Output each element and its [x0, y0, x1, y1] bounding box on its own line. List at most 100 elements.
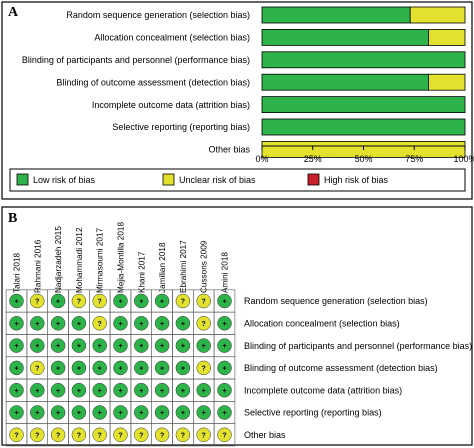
risk-symbol: +	[35, 388, 39, 395]
risk-symbol: +	[118, 388, 122, 395]
risk-symbol: ?	[181, 432, 185, 439]
low-risk-dot	[134, 338, 149, 353]
risk-symbol: +	[56, 388, 60, 395]
panel-a-frame	[1, 1, 473, 200]
study-label: Rahmani 2016	[33, 239, 42, 293]
risk-symbol: ?	[202, 432, 206, 439]
risk-symbol: +	[14, 410, 18, 417]
low-risk-dot	[9, 382, 24, 398]
low-risk-dot	[30, 405, 45, 420]
risk-symbol: +	[35, 321, 39, 328]
study-label: Mejia-Montilla 2018	[117, 222, 126, 293]
risk-symbol: +	[56, 410, 60, 417]
unclear-risk-dot	[196, 293, 211, 309]
unclear-risk-dot	[175, 293, 191, 309]
low-risk-dot	[217, 316, 232, 331]
risk-symbol: ?	[35, 299, 39, 306]
risk-symbol: +	[181, 410, 185, 417]
unclear-risk-dot	[217, 427, 232, 443]
risk-symbol: ?	[118, 432, 122, 439]
risk-symbol: +	[139, 343, 143, 350]
low-risk-dot	[30, 316, 45, 331]
panel-b-letter: B	[8, 211, 17, 226]
domain-label: Selective reporting (reporting bias)	[244, 408, 382, 418]
low-risk-dot	[217, 405, 232, 420]
grid-cell	[213, 423, 236, 447]
low-risk-dot	[217, 338, 232, 353]
low-risk-dot	[154, 360, 170, 376]
low-risk-dot	[113, 382, 128, 398]
risk-symbol: +	[118, 343, 122, 350]
legend-box	[9, 168, 466, 192]
low-risk-dot	[50, 360, 66, 376]
risk-symbol: +	[181, 388, 185, 395]
low-risk-dot	[30, 382, 45, 398]
risk-symbol: ?	[139, 432, 143, 439]
legend-swatch	[162, 173, 175, 186]
bar-segment	[261, 118, 466, 136]
risk-symbol: +	[77, 388, 81, 395]
category-label: Other bias	[208, 145, 250, 155]
risk-symbol: ?	[77, 299, 81, 306]
risk-symbol: +	[202, 388, 206, 395]
x-tick-label: 75%	[405, 154, 423, 164]
unclear-risk-dot	[134, 427, 149, 443]
low-risk-dot	[154, 405, 170, 420]
domain-label: Allocation concealment (selection bias)	[244, 319, 400, 329]
study-label: Cussons 2009	[200, 240, 209, 293]
unclear-risk-dot	[30, 427, 45, 443]
low-risk-dot	[71, 338, 87, 353]
low-risk-dot	[134, 382, 149, 398]
study-label: Khani 2017	[137, 251, 146, 293]
low-risk-dot	[71, 405, 87, 420]
risk-symbol: ?	[98, 299, 102, 306]
low-risk-dot	[134, 293, 149, 309]
low-risk-dot	[92, 405, 107, 420]
bar-segment	[428, 73, 466, 91]
category-label: Allocation concealment (selection bias)	[94, 33, 250, 43]
low-risk-dot	[217, 293, 232, 309]
risk-symbol: +	[181, 343, 185, 350]
legend-label: High risk of bias	[324, 175, 389, 185]
risk-symbol: ?	[202, 321, 206, 328]
risk-symbol: +	[160, 343, 164, 350]
unclear-risk-dot	[196, 316, 211, 331]
risk-symbol: +	[77, 410, 81, 417]
low-risk-dot	[196, 338, 211, 353]
risk-symbol: +	[160, 388, 164, 395]
low-risk-dot	[175, 405, 191, 420]
unclear-risk-dot	[175, 427, 191, 443]
risk-symbol: +	[222, 343, 226, 350]
risk-symbol: +	[14, 321, 18, 328]
low-risk-dot	[113, 360, 128, 376]
risk-symbol: +	[139, 388, 143, 395]
study-label: Jamilian 2018	[158, 242, 167, 293]
unclear-risk-dot	[30, 360, 45, 376]
category-label: Blinding of outcome assessment (detectio…	[56, 77, 250, 87]
risk-symbol: +	[118, 366, 122, 373]
bar-segment	[428, 28, 466, 46]
domain-label: Other bias	[244, 430, 286, 440]
bar-segment	[261, 96, 466, 113]
risk-symbol: +	[139, 366, 143, 373]
study-label: Amini 2018	[221, 252, 230, 293]
risk-symbol: +	[98, 366, 102, 373]
risk-symbol: +	[98, 343, 102, 350]
x-tick-label: 100%	[453, 154, 474, 164]
risk-symbol: +	[222, 321, 226, 328]
risk-symbol: +	[222, 366, 226, 373]
unclear-risk-dot	[30, 293, 45, 309]
risk-symbol: +	[77, 366, 81, 373]
risk-symbol: ?	[181, 299, 185, 306]
low-risk-dot	[175, 382, 191, 398]
low-risk-dot	[71, 316, 87, 331]
legend-label: Unclear risk of bias	[179, 175, 256, 185]
risk-symbol: +	[181, 366, 185, 373]
risk-symbol: +	[35, 410, 39, 417]
study-label: Mirmasoumi 2017	[96, 227, 105, 293]
risk-symbol: +	[160, 366, 164, 373]
bar-segment	[261, 6, 411, 24]
low-risk-dot	[175, 316, 191, 331]
risk-symbol: +	[14, 343, 18, 350]
